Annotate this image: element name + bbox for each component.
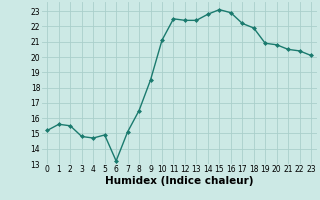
X-axis label: Humidex (Indice chaleur): Humidex (Indice chaleur) bbox=[105, 176, 253, 186]
